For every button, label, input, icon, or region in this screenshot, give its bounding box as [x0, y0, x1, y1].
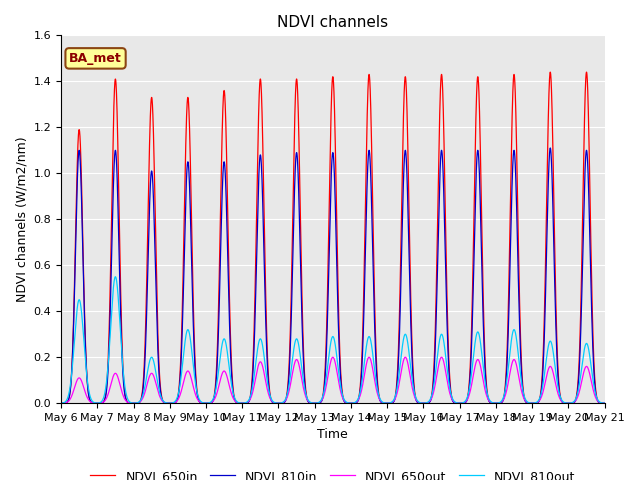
Title: NDVI channels: NDVI channels	[277, 15, 388, 30]
NDVI_810out	[260, 357, 268, 363]
NDVI_810in	[601, 400, 609, 406]
NDVI_650out	[173, 398, 181, 404]
NDVI_810in	[260, 272, 268, 277]
NDVI_650in	[57, 400, 65, 406]
NDVI_810in	[408, 348, 415, 354]
NDVI_810out	[173, 394, 181, 400]
NDVI_810out	[408, 373, 415, 379]
Line: NDVI_810in: NDVI_810in	[61, 148, 605, 403]
NDVI_650in	[408, 333, 415, 338]
NDVI_810out	[57, 400, 65, 406]
NDVI_650out	[168, 400, 175, 406]
NDVI_650out	[485, 398, 493, 404]
NDVI_650in	[601, 400, 609, 406]
NDVI_650in	[260, 232, 268, 238]
NDVI_810in	[57, 400, 65, 406]
NDVI_810out	[485, 396, 493, 402]
NDVI_650in	[485, 397, 493, 403]
NDVI_810in	[485, 398, 493, 404]
NDVI_650out	[408, 382, 415, 388]
NDVI_650out	[57, 400, 65, 406]
NDVI_650out	[599, 400, 607, 406]
NDVI_810out	[599, 400, 607, 406]
Legend: NDVI_650in, NDVI_810in, NDVI_650out, NDVI_810out: NDVI_650in, NDVI_810in, NDVI_650out, NDV…	[85, 465, 580, 480]
NDVI_810out	[601, 400, 609, 406]
NDVI_810in	[168, 400, 175, 406]
Line: NDVI_650out: NDVI_650out	[61, 357, 605, 403]
NDVI_810in	[547, 145, 554, 151]
NDVI_810in	[173, 397, 181, 403]
NDVI_650out	[438, 354, 445, 360]
Y-axis label: NDVI channels (W/m2/nm): NDVI channels (W/m2/nm)	[15, 136, 28, 302]
NDVI_810out	[111, 274, 119, 280]
Text: BA_met: BA_met	[69, 52, 122, 65]
NDVI_810out	[168, 400, 175, 406]
NDVI_650out	[260, 372, 268, 378]
NDVI_650in	[168, 400, 175, 406]
NDVI_650in	[173, 396, 181, 402]
Line: NDVI_650in: NDVI_650in	[61, 72, 605, 403]
Line: NDVI_810out: NDVI_810out	[61, 277, 605, 403]
X-axis label: Time: Time	[317, 429, 348, 442]
NDVI_650in	[582, 69, 590, 75]
NDVI_650out	[601, 400, 609, 406]
NDVI_810in	[599, 400, 607, 406]
NDVI_650in	[599, 400, 607, 406]
